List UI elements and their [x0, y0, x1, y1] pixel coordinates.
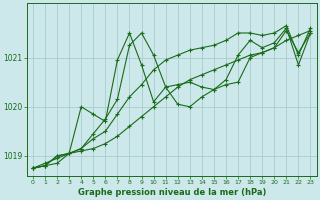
X-axis label: Graphe pression niveau de la mer (hPa): Graphe pression niveau de la mer (hPa) — [77, 188, 266, 197]
